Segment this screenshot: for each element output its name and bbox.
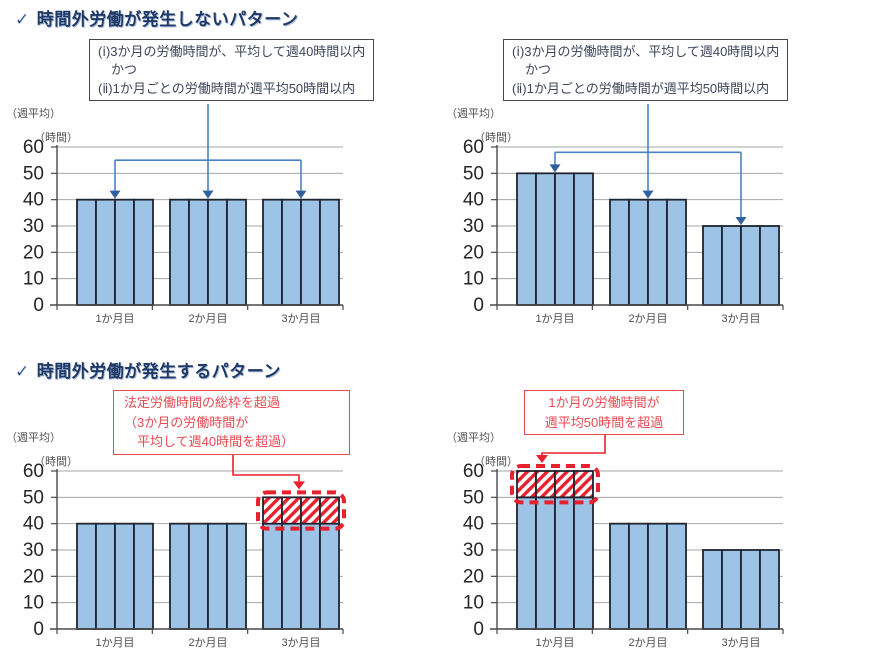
svg-text:50: 50 [463,487,484,508]
chart-overtime-monthly-excess: 0 10 20 30 40 50 60 1か月目 2か月目 3か月目 （週平均） （時間） [440,428,860,659]
svg-text:2か月目: 2か月目 [628,312,667,325]
svg-text:30: 30 [463,216,484,237]
svg-text:1か月目: 1か月目 [535,636,574,649]
svg-text:40: 40 [463,190,484,211]
excess-total-box: 法定労働時間の総枠を超過 （3か月の労働時間が 平均して週40時間を超過） [113,390,350,455]
chart-no-overtime-flat: 0 10 20 30 40 50 60 1か月目 2か月目 3か月目 （週平均） （時間） [0,104,420,339]
svg-text:3か月目: 3か月目 [721,312,760,325]
condition-line-3: (ⅱ)1か月ごとの労働時間が週平均50時間以内 [98,80,356,96]
condition-line-1: (ⅰ)3か月の労働時間が、平均して週40時間以内 [512,44,780,59]
svg-text:40: 40 [463,514,484,535]
svg-text:30: 30 [23,540,44,561]
svg-text:3か月目: 3か月目 [281,636,320,649]
excess-total-line-2: （3か月の労働時間が [124,414,249,430]
condition-line-3: (ⅱ)1か月ごとの労働時間が週平均50時間以内 [512,80,770,96]
svg-text:40: 40 [23,514,44,535]
svg-text:（週平均）: （週平均） [6,107,61,120]
svg-text:30: 30 [23,216,44,237]
svg-text:20: 20 [463,566,484,587]
svg-text:60: 60 [23,461,44,482]
svg-text:10: 10 [463,593,484,614]
checkmark-icon: ✓ [15,10,30,29]
svg-text:（時間）: （時間） [474,131,518,144]
svg-text:0: 0 [33,619,44,640]
chart-no-overtime-varying: 0 10 20 30 40 50 60 1か月目 2か月目 3か月目 （週平均） （時間） [440,104,860,339]
svg-text:2か月目: 2か月目 [628,636,667,649]
svg-text:60: 60 [463,461,484,482]
section-title-no-overtime: 時間外労働が発生しないパターン [36,10,299,29]
svg-text:2か月目: 2か月目 [188,312,227,325]
svg-text:（時間）: （時間） [474,455,518,468]
svg-text:10: 10 [23,593,44,614]
svg-text:50: 50 [23,163,44,184]
svg-text:30: 30 [463,540,484,561]
condition-line-2: かつ [512,62,552,78]
svg-text:0: 0 [473,295,484,316]
svg-text:60: 60 [463,137,484,158]
svg-text:3か月目: 3か月目 [281,312,320,325]
excess-month-box: 1か月の労働時間が 週平均50時間を超過 [524,390,684,435]
condition-box-left: (ⅰ)3か月の労働時間が、平均して週40時間以内 かつ (ⅱ)1か月ごとの労働時… [89,39,375,102]
svg-text:50: 50 [23,487,44,508]
svg-text:0: 0 [33,295,44,316]
svg-text:（週平均）: （週平均） [446,107,501,120]
svg-text:（週平均）: （週平均） [446,431,501,444]
svg-text:3か月目: 3か月目 [721,636,760,649]
svg-text:1か月目: 1か月目 [95,636,134,649]
svg-text:（時間）: （時間） [34,131,78,144]
svg-text:（週平均）: （週平均） [6,431,61,444]
condition-line-1: (ⅰ)3か月の労働時間が、平均して週40時間以内 [98,44,366,59]
svg-text:20: 20 [23,566,44,587]
svg-text:1か月目: 1か月目 [95,312,134,325]
chart-overtime-total-excess: 0 10 20 30 40 50 60 1か月目 2か月目 3か月目 （週平均） （時間） [0,428,420,659]
svg-text:60: 60 [23,137,44,158]
svg-text:1か月目: 1か月目 [535,312,574,325]
excess-total-line-3: 平均して週40時間を超過） [124,434,295,449]
svg-text:0: 0 [473,619,484,640]
svg-text:（時間）: （時間） [34,455,78,468]
svg-text:50: 50 [463,163,484,184]
svg-text:40: 40 [23,190,44,211]
svg-text:10: 10 [23,269,44,290]
condition-box-right: (ⅰ)3か月の労働時間が、平均して週40時間以内 かつ (ⅱ)1か月ごとの労働時… [503,39,789,102]
section-title-overtime: 時間外労働が発生するパターン [36,362,281,381]
svg-text:2か月目: 2か月目 [188,636,227,649]
section-header-no-overtime: ✓ 時間外労働が発生しないパターン [15,5,298,30]
condition-line-2: かつ [98,62,138,78]
svg-text:20: 20 [23,242,44,263]
section-header-overtime: ✓ 時間外労働が発生するパターン [15,357,281,382]
svg-text:20: 20 [463,242,484,263]
excess-month-line-2: 週平均50時間を超過 [544,414,664,430]
excess-month-line-1: 1か月の労働時間が [548,395,660,410]
svg-text:10: 10 [463,269,484,290]
excess-total-line-1: 法定労働時間の総枠を超過 [124,395,281,410]
checkmark-icon: ✓ [15,362,30,381]
